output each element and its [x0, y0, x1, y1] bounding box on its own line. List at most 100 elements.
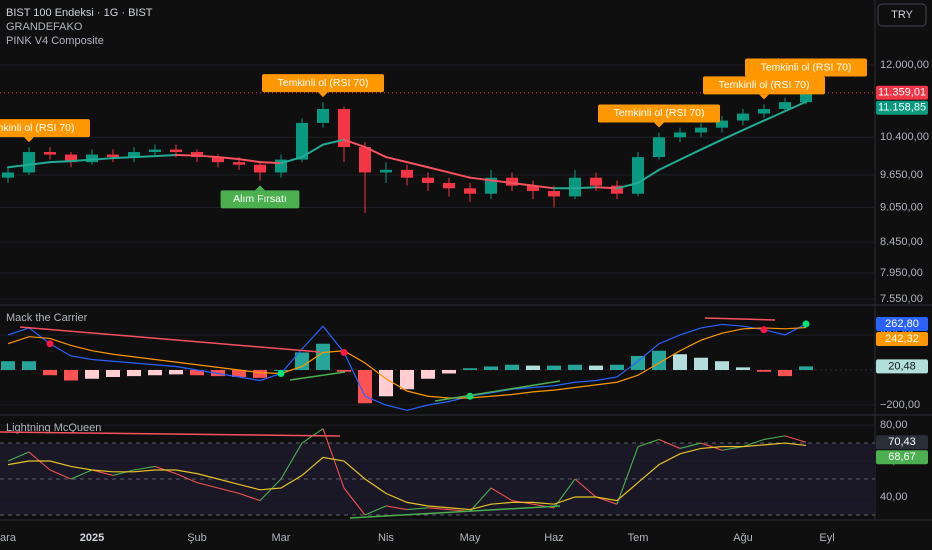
candle-body	[569, 177, 581, 197]
y-tick-label: 8.450,00	[880, 236, 923, 248]
rsi-segment	[406, 507, 429, 511]
currency-button-label[interactable]: TRY	[891, 9, 913, 21]
histogram-bar	[715, 361, 729, 370]
histogram-bar	[85, 369, 99, 379]
histogram-bar	[253, 369, 267, 378]
line	[7, 323, 807, 411]
x-tick-label: Şub	[187, 532, 207, 544]
x-tick-label: Tem	[628, 532, 649, 544]
price-badge-label: 70,43	[888, 436, 916, 448]
histogram-bar	[589, 365, 603, 370]
candle-body	[674, 132, 686, 138]
moving-average-segment	[7, 163, 30, 169]
x-tick-label: May	[460, 532, 481, 544]
moving-average-segment	[280, 156, 303, 165]
candle-body	[212, 157, 224, 163]
rsi-segment	[175, 473, 198, 484]
price-badge	[876, 100, 928, 115]
moving-average-segment	[637, 168, 660, 184]
moving-average-segment	[112, 156, 135, 160]
candle-body	[296, 122, 308, 160]
x-tick-label: Eyl	[819, 532, 834, 544]
indicator-name: PINK V4 Composite	[6, 35, 104, 47]
x-tick-label: Ağu	[733, 532, 753, 544]
histogram-bar	[799, 366, 813, 370]
line	[7, 442, 807, 511]
pane-title: Mack the Carrier	[6, 312, 88, 324]
candle-body	[86, 154, 98, 163]
moving-average-segment	[595, 186, 618, 190]
candle-body	[23, 152, 35, 173]
candle-body	[359, 147, 371, 173]
rsi-segment	[658, 438, 681, 449]
candle-body	[653, 137, 665, 158]
y-tick-label: 80,00	[880, 419, 908, 431]
moving-average-segment	[763, 110, 786, 122]
annotation-box	[220, 190, 300, 209]
price-badge-label: 242,32	[885, 333, 919, 345]
candle-body	[443, 182, 455, 189]
rsi-segment	[70, 469, 93, 480]
rsi-segment	[574, 478, 597, 498]
annotation-pointer	[318, 92, 328, 98]
rsi-segment	[427, 507, 450, 511]
moving-average-segment	[469, 176, 492, 182]
cross-dot	[802, 320, 810, 328]
histogram-bar	[526, 365, 540, 370]
line	[7, 326, 807, 399]
rsi-segment	[616, 446, 639, 505]
rsi-segment	[742, 438, 765, 448]
candle-body	[401, 169, 413, 178]
candle-body	[695, 127, 707, 133]
candle-body	[464, 188, 476, 194]
candle-body	[338, 108, 350, 148]
moving-average-segment	[532, 184, 555, 190]
histogram-bar	[568, 364, 582, 370]
cross-dot	[760, 326, 768, 334]
histogram-bar	[673, 354, 687, 370]
price-badge	[876, 331, 928, 346]
candle-body	[107, 154, 119, 158]
rsi-segment	[637, 438, 660, 448]
y-tick-label: 10.400,00	[880, 131, 929, 143]
moving-average-segment	[322, 138, 345, 146]
moving-average-segment	[427, 166, 450, 174]
annotation-box	[745, 58, 867, 77]
moving-average-segment	[133, 155, 156, 159]
rsi-segment	[763, 435, 786, 440]
candle-body	[737, 113, 749, 121]
rsi-segment	[784, 435, 807, 443]
moving-average-segment	[448, 171, 471, 179]
candle-body	[149, 149, 161, 153]
histogram-bar	[358, 369, 372, 404]
moving-average-segment	[742, 119, 765, 132]
rsi-segment	[196, 482, 219, 489]
histogram-bar	[736, 367, 750, 370]
moving-average-segment	[238, 158, 261, 164]
moving-average-segment	[70, 158, 93, 163]
currency-button[interactable]	[877, 3, 927, 27]
candle-body	[758, 108, 770, 114]
histogram-bar	[127, 369, 141, 377]
price-badge	[876, 359, 928, 374]
candle-body	[716, 120, 728, 128]
price-badge-label: 11.158,85	[878, 102, 926, 114]
x-tick-label: Haz	[544, 532, 564, 544]
candle-body	[170, 149, 182, 153]
histogram-bar	[106, 369, 120, 377]
histogram-bar	[778, 369, 792, 377]
moving-average-segment	[28, 161, 51, 166]
y-tick-label: 7.550,00	[880, 293, 923, 305]
histogram-bar	[43, 369, 57, 376]
histogram-bar	[337, 369, 351, 372]
candle-body	[422, 177, 434, 183]
candle-body	[2, 172, 14, 178]
rsi-segment	[679, 442, 702, 449]
candle-body	[233, 162, 245, 165]
candle-body	[254, 164, 266, 173]
rsi-segment	[700, 442, 723, 451]
indicator-name: GRANDEFAKO	[6, 21, 83, 33]
price-badge-label: 262,80	[885, 318, 919, 330]
divergence-line	[0, 431, 341, 437]
